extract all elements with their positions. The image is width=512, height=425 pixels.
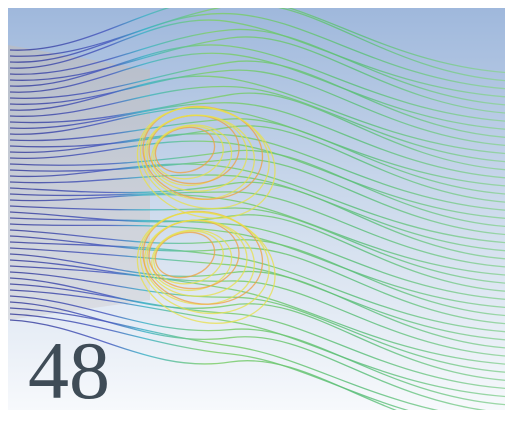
image — [8, 8, 505, 410]
vortex-ring — [143, 219, 255, 306]
streamline — [9, 75, 505, 155]
streamline — [9, 229, 505, 317]
streamline — [9, 44, 505, 122]
vortex-ring — [151, 124, 233, 187]
streamline — [9, 92, 505, 171]
streamline — [9, 235, 505, 325]
streamline — [9, 289, 505, 398]
caption-number: 48 — [28, 325, 110, 416]
streamline — [9, 28, 505, 106]
streamline — [9, 301, 487, 410]
streamline — [9, 277, 505, 381]
streamline — [9, 181, 505, 260]
streamline — [9, 191, 505, 268]
streamline — [9, 36, 505, 114]
streamline — [9, 253, 505, 349]
vortex-ring — [154, 231, 216, 279]
vortex-ring — [143, 114, 255, 201]
streamline — [9, 163, 505, 244]
vortex-ring — [153, 230, 224, 285]
streamline — [9, 118, 505, 195]
vortex-ring — [136, 106, 276, 219]
streamline — [9, 205, 505, 284]
streamline — [9, 19, 505, 98]
streamline — [9, 52, 505, 130]
streamline — [9, 307, 439, 410]
streamline — [9, 295, 505, 406]
vortex-ring — [151, 229, 233, 292]
streamline — [9, 283, 505, 390]
streamline — [9, 140, 505, 219]
streamline — [9, 69, 505, 147]
cylinder — [8, 45, 150, 320]
streamline — [9, 217, 505, 300]
streamline — [9, 193, 505, 276]
streamline — [9, 241, 505, 333]
streamline — [9, 313, 409, 410]
streamline — [9, 13, 505, 90]
streamline — [9, 107, 505, 187]
streamline — [9, 265, 505, 365]
vortices — [136, 105, 276, 324]
vortex-ring — [136, 211, 276, 324]
streamline — [9, 60, 505, 138]
streamline — [9, 133, 505, 211]
streamline — [9, 102, 505, 179]
streamline — [9, 85, 505, 163]
vortex-ring — [153, 125, 224, 180]
streamline — [9, 8, 505, 82]
vortex-ring — [154, 126, 216, 174]
streamline — [9, 319, 397, 410]
streamline — [9, 8, 505, 74]
streamline — [9, 125, 505, 203]
streamline — [9, 149, 505, 228]
